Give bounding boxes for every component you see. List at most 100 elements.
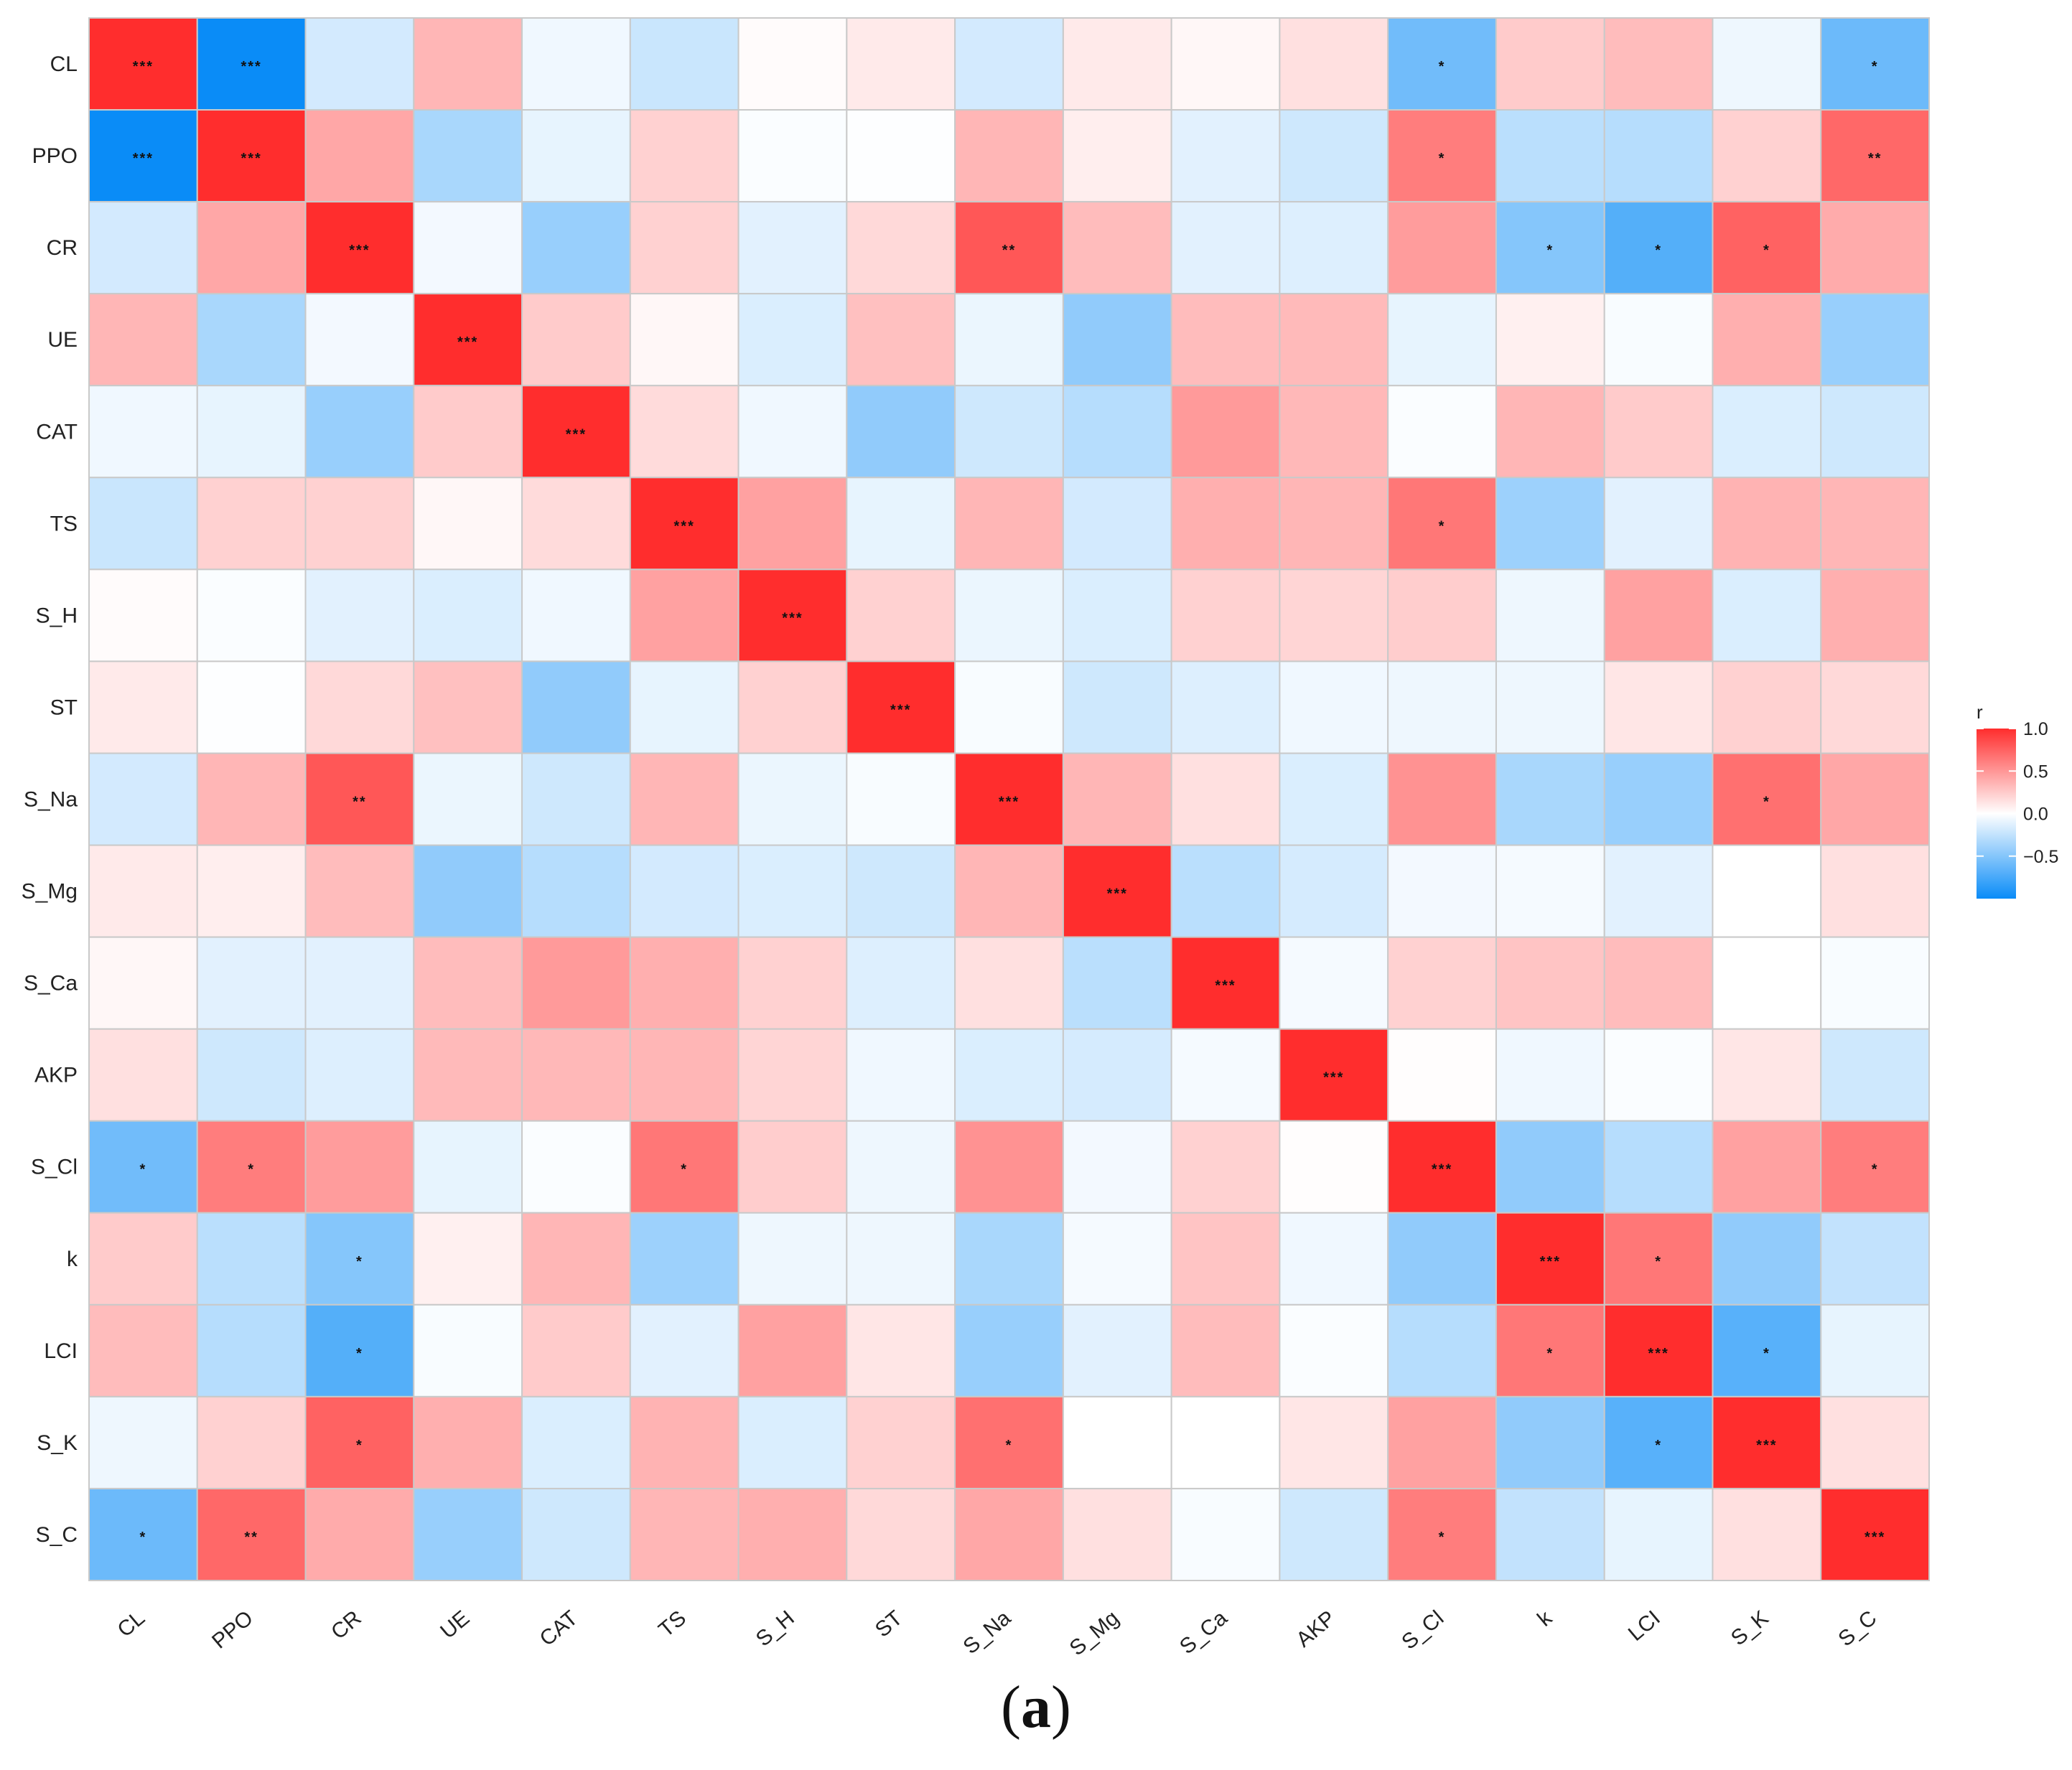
heatmap-cell-S_Mg-UE (413, 844, 523, 938)
heatmap-cell-ST-S_H (737, 660, 848, 754)
heatmap-cell-UE-S_Ca (1170, 293, 1281, 387)
heatmap-cell-UE-LCI (1603, 293, 1714, 387)
heatmap-cell-CL-UE (413, 17, 523, 111)
heatmap-cell-AKP-ST (846, 1028, 956, 1122)
heatmap-cell-LCI-S_Ca (1170, 1303, 1281, 1397)
heatmap-cell-TS-k (1495, 477, 1605, 571)
heatmap-cell-S_Na-S_Cl (1387, 752, 1497, 846)
x-tick-label: CAT (536, 1606, 582, 1651)
heatmap-cell-TS-ST (846, 477, 956, 571)
legend-tick-label: 0.5 (2023, 762, 2048, 782)
heatmap-cell-ST-S_Ca (1170, 660, 1281, 754)
heatmap-cell-S_Na-PPO (196, 752, 307, 846)
legend-tick-label: 1.0 (2023, 719, 2048, 739)
significance-marker: *** (1540, 1254, 1561, 1270)
heatmap-cell-CR-S_Cl (1387, 201, 1497, 295)
heatmap-cell-S_Cl-S_Na (954, 1120, 1064, 1214)
heatmap-cell-k-S_Cl (1387, 1212, 1497, 1306)
heatmap-cell-CL-TS (629, 17, 739, 111)
heatmap-cell-UE-S_H (737, 293, 848, 387)
heatmap-cell-k-S_Mg (1062, 1212, 1172, 1306)
x-tick-label: S_Mg (1065, 1606, 1124, 1661)
heatmap-cell-S_Mg-k (1495, 844, 1605, 938)
heatmap-cell-S_Ca-S_C (1820, 936, 1931, 1030)
heatmap-cell-S_Ca-k (1495, 936, 1605, 1030)
heatmap-cell-S_K-UE (413, 1395, 523, 1489)
heatmap-cell-S_Cl-S_Cl (1387, 1120, 1497, 1214)
y-tick-label: k (67, 1247, 78, 1271)
heatmap-cell-CAT-PPO (196, 385, 307, 479)
heatmap-cell-S_Mg-ST (846, 844, 956, 938)
legend-tick-label: 0.0 (2023, 805, 2048, 825)
heatmap-cell-S_H-ST (846, 568, 956, 662)
heatmap-cell-ST-S_Mg (1062, 660, 1172, 754)
heatmap-cell-S_Ca-AKP (1279, 936, 1389, 1030)
heatmap-cell-S_K-S_H (737, 1395, 848, 1489)
heatmap-cell-CR-ST (846, 201, 956, 295)
heatmap-cell-CR-S_Na (954, 201, 1064, 295)
heatmap-cell-TS-AKP (1279, 477, 1389, 571)
heatmap-cell-PPO-k (1495, 109, 1605, 203)
heatmap-cell-S_K-S_Na (954, 1395, 1064, 1489)
heatmap-cell-CL-k (1495, 17, 1605, 111)
heatmap-cell-S_Mg-S_Mg (1062, 844, 1172, 938)
heatmap-cell-CL-S_K (1712, 17, 1822, 111)
x-tick-label: UE (436, 1606, 474, 1644)
heatmap-cell-CAT-ST (846, 385, 956, 479)
heatmap-cell-TS-UE (413, 477, 523, 571)
significance-markers: *** *** * **** *** * ***** ** * * ********** ******… (133, 59, 1885, 1545)
heatmap-cell-PPO-S_K (1712, 109, 1822, 203)
heatmap-cell-S_K-S_Cl (1387, 1395, 1497, 1489)
heatmap-cell-ST-S_K (1712, 660, 1822, 754)
heatmap-cell-LCI-AKP (1279, 1303, 1389, 1397)
heatmap-cell-AKP-PPO (196, 1028, 307, 1122)
heatmap-cell-LCI-PPO (196, 1303, 307, 1397)
heatmap-cell-S_H-S_Mg (1062, 568, 1172, 662)
heatmap-cell-S_H-UE (413, 568, 523, 662)
heatmap-cell-S_Mg-S_Cl (1387, 844, 1497, 938)
heatmap-cell-CL-S_Mg (1062, 17, 1172, 111)
heatmap-cell-k-S_Na (954, 1212, 1064, 1306)
heatmap-cell-S_K-ST (846, 1395, 956, 1489)
heatmap-cell-CL-S_Na (954, 17, 1064, 111)
heatmap-cell-S_H-S_Cl (1387, 568, 1497, 662)
heatmap-cell-S_K-CR (304, 1395, 415, 1489)
y-tick-label: UE (47, 328, 78, 352)
heatmap-cell-S_K-CAT (521, 1395, 631, 1489)
x-tick-label: PPO (207, 1606, 258, 1654)
heatmap-cell-S_Cl-S_Mg (1062, 1120, 1172, 1214)
heatmap-cell-S_Mg-AKP (1279, 844, 1389, 938)
significance-marker: *** (1756, 1438, 1777, 1453)
heatmap-cell-CR-S_H (737, 201, 848, 295)
heatmap-cell-S_Na-ST (846, 752, 956, 846)
heatmap-cell-k-CL (88, 1212, 198, 1306)
heatmap-cell-UE-S_Mg (1062, 293, 1172, 387)
heatmap-cell-ST-PPO (196, 660, 307, 754)
heatmap-cell-ST-UE (413, 660, 523, 754)
heatmap-cell-k-S_C (1820, 1212, 1931, 1306)
x-tick-label: k (1533, 1606, 1557, 1631)
heatmap-cell-UE-CAT (521, 293, 631, 387)
heatmap-cell-CR-UE (413, 201, 523, 295)
heatmap-cell-S_Ca-S_Na (954, 936, 1064, 1030)
heatmap-cell-S_Mg-CL (88, 844, 198, 938)
heatmap-cell-S_H-CR (304, 568, 415, 662)
significance-marker: * (1439, 1530, 1446, 1545)
heatmap-cell-ST-S_C (1820, 660, 1931, 754)
heatmap-cell-S_K-CL (88, 1395, 198, 1489)
heatmap-cell-CL-CR (304, 17, 415, 111)
y-tick-label: ST (50, 696, 78, 719)
heatmap-cell-S_C-LCI (1603, 1487, 1714, 1581)
heatmap-cell-CR-PPO (196, 201, 307, 295)
heatmap-cell-TS-CL (88, 477, 198, 571)
heatmap-cell-k-S_K (1712, 1212, 1822, 1306)
heatmap-cell-S_Cl-CR (304, 1120, 415, 1214)
y-tick-label: S_Na (24, 788, 78, 812)
heatmap-cell-CAT-k (1495, 385, 1605, 479)
y-tick-label: S_C (36, 1523, 78, 1547)
significance-marker: ** (244, 1530, 258, 1545)
heatmap-cell-S_Na-S_H (737, 752, 848, 846)
heatmap-cell-AKP-LCI (1603, 1028, 1714, 1122)
heatmap-cell-AKP-S_C (1820, 1028, 1931, 1122)
